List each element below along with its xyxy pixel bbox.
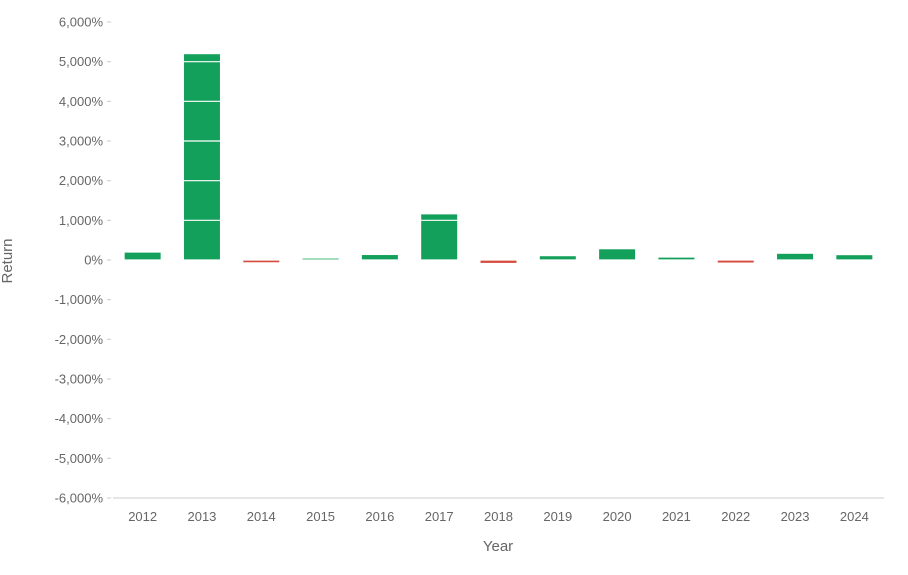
gridlines-layer <box>113 21 884 459</box>
bar-2016 <box>361 255 398 260</box>
x-tick-label: 2014 <box>247 509 276 524</box>
y-tick-label: 4,000% <box>59 94 104 109</box>
y-tick-label: -2,000% <box>55 332 104 347</box>
bar-2021 <box>658 257 695 260</box>
x-tick-label: 2020 <box>603 509 632 524</box>
x-tick-label: 2012 <box>128 509 157 524</box>
y-tick-label: 3,000% <box>59 134 104 149</box>
x-tick-label: 2016 <box>365 509 394 524</box>
y-tick-label: -5,000% <box>55 451 104 466</box>
y-axis-title: Return <box>0 238 16 283</box>
bar-2015 <box>302 258 339 261</box>
bar-2024 <box>836 255 873 260</box>
bar-2022 <box>717 260 754 263</box>
x-tick-label: 2021 <box>662 509 691 524</box>
x-tick-label: 2013 <box>187 509 216 524</box>
y-tick-label: 2,000% <box>59 173 104 188</box>
bar-2017 <box>421 214 458 260</box>
bar-2020 <box>599 249 636 260</box>
y-tick-label: -6,000% <box>55 491 104 506</box>
bar-2018 <box>480 260 517 263</box>
x-axis: 2012 2013 2014 2015 2016 2017 2018 2019 2020 2021… <box>113 497 884 524</box>
y-tick-label: 1,000% <box>59 213 104 228</box>
x-tick-label: 2017 <box>425 509 454 524</box>
y-tick-label: 6,000% <box>59 15 104 30</box>
bar-2023 <box>777 253 814 260</box>
y-tick-label: -1,000% <box>55 292 104 307</box>
bar-2013 <box>183 54 220 261</box>
x-tick-label: 2024 <box>840 509 869 524</box>
x-tick-label: 2018 <box>484 509 513 524</box>
y-tick-label: -4,000% <box>55 411 104 426</box>
bar-2019 <box>539 256 576 260</box>
y-tick-label: 5,000% <box>59 54 104 69</box>
x-tick-label: 2015 <box>306 509 335 524</box>
bar-2014 <box>243 260 280 263</box>
x-tick-label: 2022 <box>721 509 750 524</box>
x-axis-title: Year <box>483 538 513 555</box>
x-tick-label: 2019 <box>543 509 572 524</box>
y-tick-label: -3,000% <box>55 372 104 387</box>
x-tick-label: 2023 <box>781 509 810 524</box>
bar-2012 <box>124 252 161 260</box>
y-tick-label: 0% <box>84 253 103 268</box>
y-axis: 6,000% 5,000% 4,000% 3,000% 2,000% 1,000% 0% -1… <box>55 15 111 506</box>
bars-layer <box>124 54 873 263</box>
